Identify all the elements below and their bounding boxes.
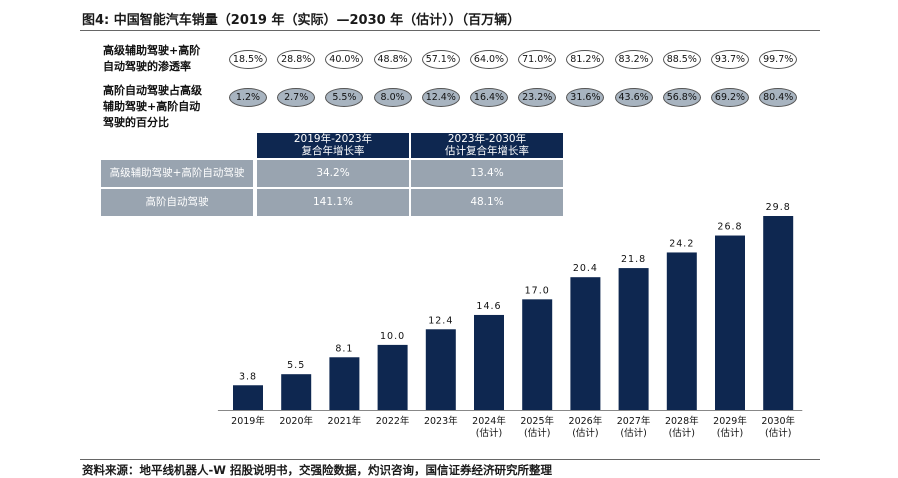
- percentage-pill: 43.6%: [614, 88, 653, 107]
- x-tick-label: 2019年: [231, 415, 265, 427]
- percentage-pill: 88.5%: [662, 50, 701, 69]
- percentage-pill: 57.1%: [421, 50, 460, 69]
- cagr-row-label: 高级辅助驾驶+高阶自动驾驶: [101, 160, 253, 187]
- share-row-label: 高阶自动驾驶占高级 辅助驾驶+高阶自动 驾驶的百分比: [103, 84, 202, 129]
- x-tick-label: (估计): [717, 427, 743, 439]
- bar-value-label: 12.4: [428, 315, 453, 326]
- bar: [522, 299, 553, 410]
- percentage-pill: 71.0%: [518, 50, 557, 69]
- bar-value-label: 3.8: [239, 371, 257, 382]
- percentage-pill: 8.0%: [373, 88, 412, 107]
- x-tick-label: (估计): [524, 427, 550, 439]
- figure-title: 图4: 中国智能汽车销量（2019 年（实际）—2030 年（估计））（百万辆）: [82, 13, 521, 28]
- x-tick-label: 2020年: [279, 415, 313, 427]
- percentage-pill: 64.0%: [470, 50, 508, 69]
- percentage-pill: 99.7%: [759, 50, 798, 69]
- percentage-pill: 48.8%: [373, 50, 412, 69]
- x-tick-label: 2027年: [617, 415, 651, 427]
- x-tick-label: 2024年: [472, 415, 506, 427]
- percentage-pill: 31.6%: [566, 88, 605, 107]
- x-tick-label: (估计): [669, 427, 695, 439]
- x-tick-label: 2028年: [665, 415, 699, 427]
- x-tick-label: 2025年: [520, 415, 554, 427]
- cagr-header-2019-2023: 2019年-2023年 复合年增长率: [257, 133, 409, 158]
- x-tick-label: 2021年: [328, 415, 362, 427]
- bar-value-label: 8.1: [335, 343, 353, 354]
- percentage-pill: 5.5%: [325, 88, 364, 107]
- cagr-row-label: 高阶自动驾驶: [101, 189, 253, 216]
- cagr-value: 13.4%: [411, 160, 563, 187]
- bar: [763, 216, 794, 410]
- percentage-pill: 1.2%: [229, 88, 267, 107]
- bar: [377, 344, 408, 410]
- x-tick-label: (估计): [476, 427, 502, 439]
- bar-value-label: 20.4: [573, 263, 598, 274]
- bar-value-label: 26.8: [717, 222, 742, 233]
- bar-value-label: 14.6: [476, 301, 501, 312]
- x-tick-label: (估计): [572, 427, 598, 439]
- percentage-pill: 23.2%: [518, 88, 557, 107]
- bar: [233, 385, 263, 410]
- bar: [570, 277, 601, 410]
- x-tick-label: 2022年: [376, 415, 410, 427]
- percentage-pill: 16.4%: [470, 88, 508, 107]
- bar-value-label: 5.5: [287, 360, 305, 371]
- percentage-pill: 83.2%: [614, 50, 653, 69]
- x-tick-label: (估计): [620, 427, 646, 439]
- percentage-pill: 80.4%: [759, 88, 798, 107]
- percentage-pill: 28.8%: [277, 50, 316, 69]
- cagr-value: 34.2%: [257, 160, 409, 187]
- bar: [666, 252, 697, 410]
- bar: [618, 268, 649, 410]
- x-tick-label: (估计): [765, 427, 791, 439]
- bar-value-label: 17.0: [525, 285, 550, 296]
- bar: [425, 329, 456, 410]
- bar-value-label: 21.8: [621, 254, 646, 265]
- percentage-pill: 40.0%: [325, 50, 364, 69]
- percentage-pill: 93.7%: [711, 50, 749, 69]
- x-tick-label: 2026年: [569, 415, 603, 427]
- cagr-header-2023-2030: 2023年-2030年 估计复合年增长率: [411, 133, 563, 158]
- x-tick-label: 2029年: [713, 415, 747, 427]
- bar-value-label: 24.2: [669, 238, 694, 249]
- bar: [329, 357, 360, 410]
- bar: [715, 235, 745, 410]
- percentage-pill: 18.5%: [229, 50, 267, 69]
- penetration-row-label: 高级辅助驾驶+高阶 自动驾驶的渗透率: [103, 44, 201, 73]
- cagr-value: 48.1%: [411, 189, 563, 216]
- percentage-pill: 56.8%: [662, 88, 701, 107]
- x-tick-label: 2030年: [761, 415, 795, 427]
- percentage-pill: 2.7%: [277, 88, 316, 107]
- source-note: 资料来源：地平线机器人-W 招股说明书，交强险数据，灼识咨询，国信证券经济研究所…: [82, 463, 552, 477]
- cagr-value: 141.1%: [257, 189, 409, 216]
- bar: [281, 374, 312, 410]
- x-tick-label: 2023年: [424, 415, 458, 427]
- bar-value-label: 29.8: [766, 202, 791, 213]
- percentage-pill: 81.2%: [566, 50, 605, 69]
- percentage-pill: 69.2%: [711, 88, 749, 107]
- bar: [474, 314, 504, 410]
- percentage-pill: 12.4%: [421, 88, 460, 107]
- bar-value-label: 10.0: [380, 331, 405, 342]
- bottom-divider: [80, 459, 820, 460]
- top-divider: [80, 30, 820, 31]
